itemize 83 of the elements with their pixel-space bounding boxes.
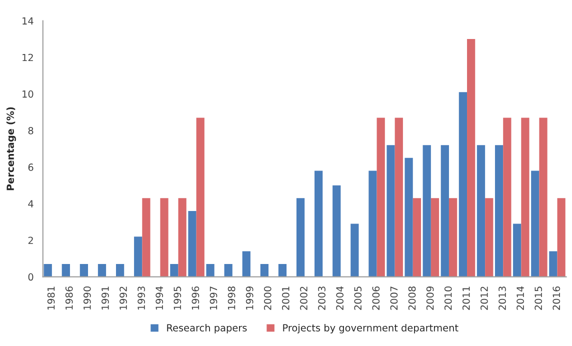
bar <box>404 158 413 277</box>
x-tick-label: 2013 <box>498 286 506 310</box>
bar <box>376 118 385 277</box>
x-tick-label: 2001 <box>282 286 290 310</box>
x-tick-label: 2015 <box>534 286 542 310</box>
bar <box>549 251 558 277</box>
bar <box>448 198 458 277</box>
y-tick-label: 12 <box>22 54 33 62</box>
bar <box>296 198 305 277</box>
bar <box>178 198 186 277</box>
bar <box>332 185 341 277</box>
x-tick-label: 2008 <box>408 286 416 310</box>
bar <box>412 198 421 277</box>
bar <box>206 264 214 277</box>
bar <box>196 118 204 277</box>
x-tick-label: 1981 <box>47 286 55 310</box>
x-tick-label: 2011 <box>462 286 470 310</box>
bar <box>98 264 106 277</box>
bar <box>467 39 476 277</box>
bar <box>557 198 566 277</box>
y-tick-label: 14 <box>22 17 34 24</box>
x-tick-label: 2002 <box>300 286 308 310</box>
x-tick-label: 2010 <box>444 286 452 310</box>
x-tick-label: 1991 <box>102 286 109 310</box>
x-tick-label: 2009 <box>426 286 434 310</box>
x-tick-label: 2006 <box>372 286 380 310</box>
bar <box>458 92 468 277</box>
x-tick-label: 1997 <box>210 286 218 310</box>
x-tick-label: 1995 <box>174 286 182 310</box>
y-tick-label: 10 <box>22 90 34 98</box>
bar <box>485 198 494 277</box>
x-tick-label: 2003 <box>318 286 326 310</box>
x-tick-label: 2000 <box>264 286 272 310</box>
bar <box>531 170 540 277</box>
y-tick-label: 8 <box>28 126 34 134</box>
y-tick-label: 6 <box>28 164 34 171</box>
x-tick-label: 2014 <box>516 286 524 310</box>
legend-label: Research papers <box>167 324 247 334</box>
y-axis-title: Percentage (%) <box>6 107 16 190</box>
legend-label: Projects by government department <box>283 324 458 334</box>
x-tick-label: 1999 <box>246 286 254 310</box>
bar <box>368 170 377 277</box>
bar <box>521 118 530 277</box>
y-tick-label: 0 <box>28 273 34 281</box>
y-tick-label: 4 <box>28 200 34 208</box>
bar <box>278 264 287 277</box>
x-tick-label: 2007 <box>390 286 398 310</box>
bar <box>494 145 504 277</box>
bar <box>242 251 250 277</box>
x-tick-label: 1996 <box>192 286 200 310</box>
x-tick-label: 2012 <box>480 286 488 310</box>
bar <box>134 236 142 277</box>
bar <box>503 118 512 277</box>
bar <box>260 264 268 277</box>
x-tick-label: 2005 <box>354 286 362 310</box>
bar <box>170 264 178 277</box>
y-tick-label: 2 <box>28 236 33 244</box>
bar <box>44 264 52 277</box>
x-tick-label: 2004 <box>336 286 344 310</box>
bar <box>142 198 150 277</box>
bar <box>476 145 486 277</box>
bar <box>422 145 431 277</box>
x-tick-label: 1998 <box>228 286 236 310</box>
bar <box>440 145 449 277</box>
bar <box>314 170 323 277</box>
bar <box>539 118 548 277</box>
bar <box>116 264 124 277</box>
bar <box>430 198 440 277</box>
bar <box>224 264 232 277</box>
bar <box>513 224 522 277</box>
x-tick-label: 1990 <box>83 286 91 310</box>
bar <box>350 224 359 277</box>
x-tick-label: 2016 <box>552 286 560 310</box>
bar <box>394 118 403 277</box>
x-tick-label: 1994 <box>156 286 164 310</box>
x-tick-label: 1986 <box>65 286 73 310</box>
bar <box>80 264 88 277</box>
bar <box>386 145 395 277</box>
bar <box>62 264 70 277</box>
x-tick-label: 1993 <box>138 286 145 310</box>
x-tick-label: 1992 <box>120 286 127 310</box>
bar <box>188 210 196 277</box>
bar <box>160 198 168 277</box>
